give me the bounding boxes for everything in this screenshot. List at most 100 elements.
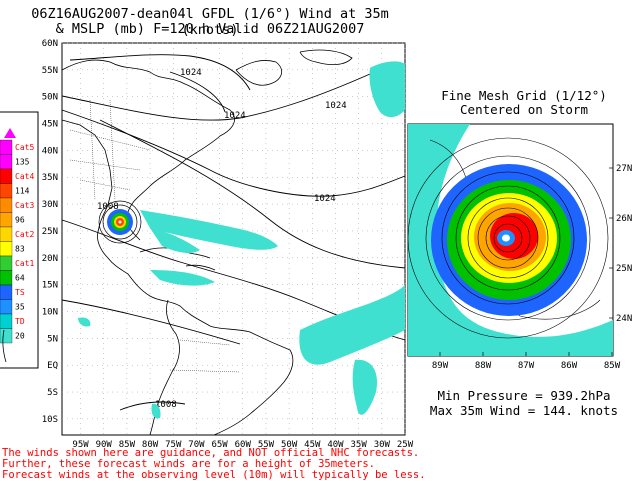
- legend-label: 64: [15, 274, 25, 283]
- lat-label: 55N: [42, 66, 58, 76]
- main-lat-labels: 60N 55N 50N 45N 40N 35N 30N 25N 20N 15N 10N 5N EQ 5S 1…: [42, 39, 58, 425]
- lat-label: 30N: [42, 200, 58, 210]
- coastlines: [61, 49, 353, 436]
- inset-lon-label: 86W: [561, 361, 578, 371]
- lon-label: 75W: [165, 440, 182, 450]
- lon-label: 45W: [304, 440, 321, 450]
- fine-mesh-inset: 27N 26N 25N 24N 89W 88W 87W 86W 85W: [407, 123, 632, 371]
- lon-label: 65W: [211, 440, 228, 450]
- legend-label: Cat5: [15, 143, 34, 152]
- lon-label: 30W: [374, 440, 391, 450]
- main-lon-labels: 95W 90W 85W 80W 75W 70W 65W 60W 55W 50W 45W 40W 35W 3…: [72, 440, 413, 450]
- td-patch: [352, 359, 378, 415]
- legend-items: Cat5 135 Cat4 114 Cat3 96 Cat2 83 Cat1 64 TS 35 TD 20: [0, 139, 34, 344]
- disclaimer-line3: Forecast winds at the observing level (1…: [2, 469, 426, 481]
- isobar-label: 1008: [155, 400, 177, 410]
- legend-label: 96: [15, 216, 25, 225]
- td-patch: [150, 270, 215, 286]
- chart-title-line2: & MSLP (mb) F=120 h Valid 06Z21AUG2007: [55, 21, 365, 37]
- legend-swatch: [0, 255, 13, 271]
- inset-lat-label: 27N: [616, 164, 632, 174]
- hurricane-dean-storm: [98, 200, 142, 244]
- lon-label: 55W: [258, 440, 275, 450]
- legend-label: 83: [15, 245, 25, 254]
- lon-label: 80W: [142, 440, 159, 450]
- inset-title-line2: Centered on Storm: [460, 102, 588, 117]
- wind-legend: Cat5 135 Cat4 114 Cat3 96 Cat2 83 Cat1 64 TS 35 TD 20: [0, 111, 39, 369]
- td-patch: [299, 285, 405, 365]
- storm-isobar: [98, 200, 142, 244]
- lat-label: 45N: [42, 120, 58, 130]
- lon-label: 90W: [96, 440, 113, 450]
- td-patch: [151, 403, 161, 419]
- inset-lat-label: 24N: [616, 314, 632, 324]
- lat-label: 40N: [42, 146, 58, 156]
- legend-swatch: [0, 168, 13, 184]
- legend-label: Cat1: [15, 259, 34, 268]
- inset-td-region: [408, 124, 613, 356]
- legend-swatch: [0, 139, 13, 155]
- td-patch: [140, 210, 278, 250]
- lon-label: 40W: [327, 440, 344, 450]
- inset-lat-label: 26N: [616, 214, 632, 224]
- inset-isobars: [408, 137, 609, 339]
- legend-label: TS: [15, 288, 25, 297]
- disclaimer-line2: Further, these forecast winds are for a …: [2, 458, 375, 470]
- lat-label: 35N: [42, 173, 58, 183]
- isobars: [61, 54, 406, 411]
- lon-label: 35W: [351, 440, 368, 450]
- inset-lat-labels: 27N 26N 25N 24N: [609, 164, 632, 324]
- disclaimer-line1: The winds shown here are guidance, and N…: [2, 447, 420, 459]
- lon-label: 70W: [188, 440, 205, 450]
- legend-label: 20: [15, 332, 25, 341]
- lon-label: 25W: [397, 440, 414, 450]
- isobar-label: 1024: [325, 101, 347, 111]
- inset-lon-label: 88W: [475, 361, 492, 371]
- legend-label: Cat4: [15, 172, 34, 181]
- lat-label: EQ: [47, 361, 58, 371]
- lat-label: 10N: [42, 307, 58, 317]
- max-wind-readout: Max 35m Wind = 144. knots: [429, 403, 619, 418]
- inset-lon-labels: 89W 88W 87W 86W 85W: [432, 352, 621, 371]
- lon-label: 95W: [72, 440, 89, 450]
- lat-label: 15N: [42, 281, 58, 291]
- chart-title-line1: 06Z16AUG2007-dean04l GFDL (1/6°) Wind at…: [31, 6, 389, 38]
- legend-swatch: [0, 226, 13, 242]
- legend-swatch: [0, 270, 13, 286]
- lat-label: 5N: [47, 334, 58, 344]
- legend-arrow-tip: [4, 128, 16, 138]
- inset-eye: [502, 234, 510, 242]
- min-pressure-readout: Min Pressure = 939.2hPa: [437, 388, 611, 403]
- legend-label: 135: [15, 158, 30, 167]
- isobar-label: 1024: [314, 194, 336, 204]
- inset-lat-label: 25N: [616, 264, 632, 274]
- legend-label: Cat2: [15, 230, 34, 239]
- isobar-label: 1024: [180, 68, 202, 78]
- legend-swatch: [0, 183, 13, 199]
- legend-label: Cat3: [15, 201, 34, 210]
- inset-lon-label: 85W: [604, 361, 621, 371]
- lat-label: 5S: [47, 388, 58, 398]
- inset-title-line1: Fine Mesh Grid (1/12°): [441, 88, 607, 103]
- legend-swatch: [0, 212, 13, 228]
- state-borders: [69, 99, 241, 373]
- wind-shading: [78, 61, 405, 419]
- storm-eye: [118, 220, 122, 224]
- main-map: 1024 1024 1024 1024 1008 1008 60N: [42, 39, 414, 450]
- legend-swatch: [0, 299, 13, 315]
- td-patch: [369, 61, 405, 118]
- inset-lon-label: 87W: [518, 361, 535, 371]
- lat-label: 20N: [42, 254, 58, 264]
- storm-isobar: [102, 204, 138, 240]
- legend-swatch: [0, 284, 13, 300]
- inset-lon-label: 89W: [432, 361, 449, 371]
- legend-swatch: [0, 328, 13, 344]
- td-patch: [150, 228, 200, 253]
- legend-swatch: [0, 313, 13, 329]
- legend-swatch: [0, 197, 13, 213]
- lon-label: 85W: [119, 440, 136, 450]
- isobar-label: 1024: [224, 111, 246, 121]
- legend-bracket: [2, 329, 7, 363]
- td-patch: [78, 317, 91, 327]
